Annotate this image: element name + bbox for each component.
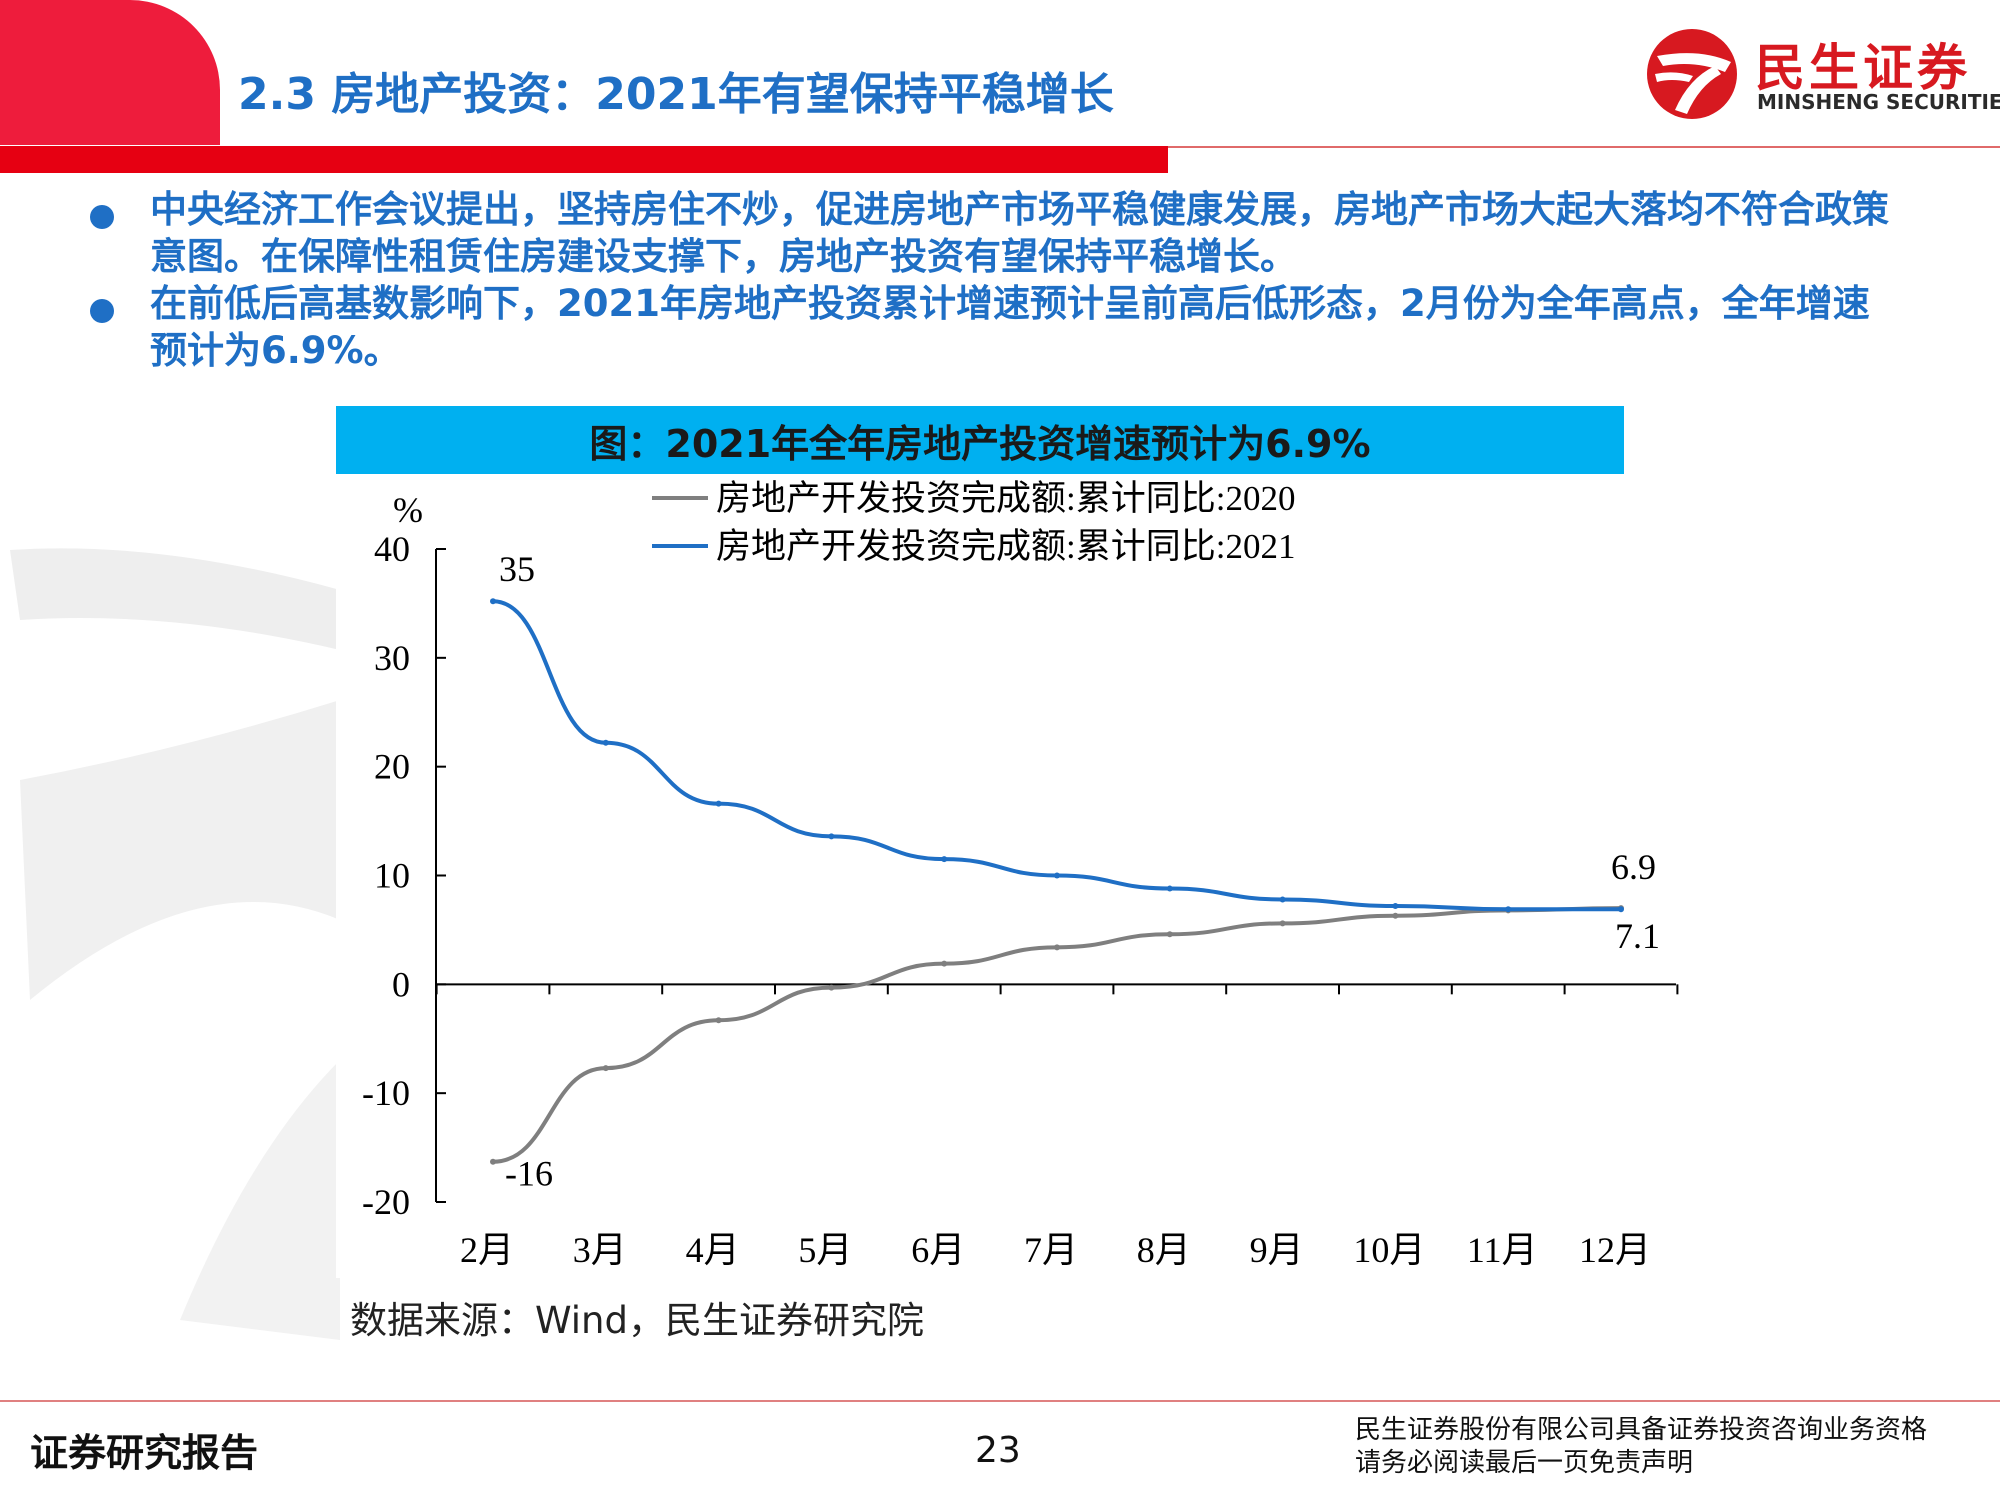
series-point-2 [1392, 902, 1399, 909]
series-point-1 [1054, 944, 1060, 951]
chart-area: 40 30 20 10 0 -10 -20% 2月 3月 4月 5月 6月 7月 8月 9月 10月 11月 12… [336, 474, 1696, 1278]
bullet-dot-icon [90, 299, 114, 323]
series-point-2 [490, 598, 496, 605]
series-point-2 [1166, 885, 1173, 892]
y-tick-label: 10 [374, 856, 410, 896]
series-point-1 [828, 984, 835, 991]
bullet-text: 在前低后高基数影响下，2021年房地产投资累计增速预计呈前高后低形态，2月份为全… [150, 282, 1870, 372]
x-tick-label: 2月 [460, 1230, 514, 1270]
data-label: 7.1 [1615, 916, 1660, 956]
footer-report-label: 证券研究报告 [30, 1431, 259, 1475]
series-point-2 [1505, 906, 1512, 913]
series-point-2 [828, 833, 835, 840]
series-point-2 [602, 739, 609, 746]
data-label: -16 [505, 1154, 553, 1194]
series-point-2 [1054, 872, 1060, 879]
series-point-1 [1166, 931, 1173, 938]
legend-label: 房地产开发投资完成额:累计同比:2021 [716, 527, 1295, 566]
brand-logo-icon [1647, 29, 1737, 119]
footer-rule [0, 1400, 2000, 1402]
bullet-list: 中央经济工作会议提出，坚持房住不炒，促进房地产市场平稳健康发展，房地产市场大起大… [90, 186, 1890, 374]
footer-disclaimer: 民生证券股份有限公司具备证券投资咨询业务资格 请务必阅读最后一页免责声明 [1355, 1414, 1927, 1480]
x-tick-label: 9月 [1250, 1230, 1304, 1270]
bullet-text: 中央经济工作会议提出，坚持房住不炒，促进房地产市场平稳健康发展，房地产市场大起大… [150, 188, 1889, 278]
series-point-2 [1279, 896, 1286, 903]
series-point-1 [490, 1158, 496, 1165]
data-label: 35 [499, 549, 535, 589]
series-point-2 [1618, 906, 1624, 913]
series-point-1 [1279, 920, 1286, 927]
y-tick-label: -20 [362, 1182, 410, 1222]
y-tick-label: -10 [362, 1073, 410, 1113]
footer-disclaimer-line: 民生证券股份有限公司具备证券投资咨询业务资格 [1355, 1415, 1928, 1445]
series-point-1 [941, 960, 948, 967]
x-tick-label: 5月 [798, 1230, 852, 1270]
bullet-dot-icon [90, 205, 114, 229]
y-tick-label: 40 [374, 529, 410, 569]
header-thin-rule [1168, 146, 2000, 148]
line-chart: 40 30 20 10 0 -10 -20% 2月 3月 4月 5月 6月 7月 8月 9月 10月 11月 12… [362, 479, 1679, 1270]
x-tick-label: 3月 [573, 1230, 627, 1270]
y-tick-label: 20 [374, 747, 410, 787]
watermark-logo-icon [10, 548, 340, 1340]
series-point-2 [941, 856, 948, 863]
series-point-1 [602, 1065, 609, 1072]
header-red-tab [0, 0, 220, 145]
x-tick-label: 10月 [1353, 1230, 1425, 1270]
bullet-item: 中央经济工作会议提出，坚持房住不炒，促进房地产市场平稳健康发展，房地产市场大起大… [90, 186, 1890, 280]
series-line-2 [492, 599, 1621, 912]
x-tick-label: 6月 [911, 1230, 965, 1270]
x-tick-label: 11月 [1467, 1230, 1538, 1270]
brand-logo: 民生证券 MINSHENG SECURITIES [1645, 26, 2000, 121]
page-number: 23 [975, 1430, 1021, 1471]
series-point-1 [1392, 912, 1399, 919]
header-red-rule [0, 146, 1168, 173]
y-axis-unit: % [393, 490, 423, 530]
bullet-item: 在前低后高基数影响下，2021年房地产投资累计增速预计呈前高后低形态，2月份为全… [90, 280, 1890, 374]
footer-disclaimer-line: 请务必阅读最后一页免责声明 [1355, 1448, 1694, 1478]
legend-label: 房地产开发投资完成额:累计同比:2020 [716, 479, 1295, 518]
series-point-1 [715, 1017, 722, 1024]
figure-banner: 图：2021年全年房地产投资增速预计为6.9% [336, 406, 1624, 474]
y-tick-label: 0 [392, 964, 410, 1004]
x-tick-label: 4月 [686, 1230, 740, 1270]
x-tick-label: 7月 [1024, 1230, 1078, 1270]
x-tick-label: 12月 [1579, 1230, 1651, 1270]
y-tick-label: 30 [374, 638, 410, 678]
data-source: 数据来源：Wind，民生证券研究院 [350, 1299, 924, 1342]
data-label: 6.9 [1611, 847, 1656, 887]
figure-title: 图：2021年全年房地产投资增速预计为6.9% [589, 421, 1371, 466]
brand-name-en: MINSHENG SECURITIES [1757, 90, 2000, 114]
series-point-2 [715, 800, 722, 807]
page-title: 2.3 房地产投资：2021年有望保持平稳增长 [238, 69, 1114, 120]
brand-name-cn: 民生证券 [1755, 39, 1971, 97]
x-tick-label: 8月 [1137, 1230, 1191, 1270]
series-line-1 [492, 906, 1622, 1164]
